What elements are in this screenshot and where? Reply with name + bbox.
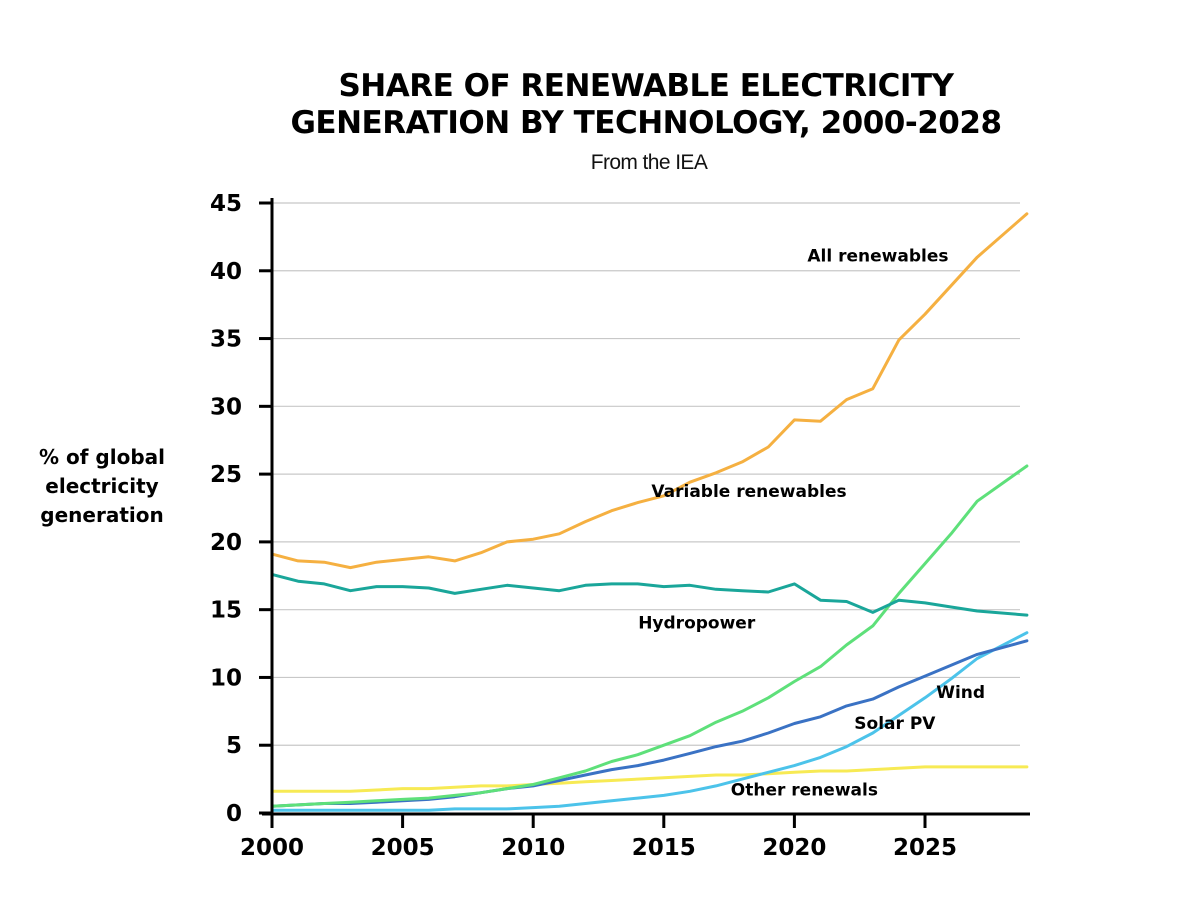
series-labels: All renewables Variable renewables Hydropo… <box>638 246 985 800</box>
y-axis-label-line-1: % of global <box>39 445 165 469</box>
x-tick-label: 2020 <box>762 835 826 861</box>
series-line-other-renewals <box>270 765 1029 793</box>
x-tick-label: 2015 <box>632 835 696 861</box>
series-line-all-renewables <box>270 212 1029 570</box>
y-tick-label: 5 <box>226 733 242 759</box>
y-axis-label: % of global electricity generation <box>28 443 176 530</box>
chart-title-line-2: GENERATION BY TECHNOLOGY, 2000-2028 <box>290 105 1002 141</box>
gridlines <box>272 202 1020 746</box>
y-tick-label: 45 <box>210 191 242 217</box>
y-tick-label: 10 <box>210 665 242 691</box>
series-label-all-renewables: All renewables <box>807 246 948 266</box>
y-tick-label: 0 <box>226 801 242 827</box>
series-line-solar-pv <box>270 631 1029 812</box>
y-axis-label-line-2: electricity <box>45 474 159 498</box>
series-label-variable-renewables: Variable renewables <box>651 482 846 502</box>
x-tick-label: 2000 <box>240 835 304 861</box>
series-label-solar-pv: Solar PV <box>854 714 936 734</box>
series-label-other-renewals: Other renewals <box>731 780 878 800</box>
x-tick-label: 2010 <box>501 835 565 861</box>
series-line-hydropower <box>270 572 1029 617</box>
y-axis-label-line-3: generation <box>40 503 164 527</box>
y-tick-label: 30 <box>210 394 242 420</box>
series-label-hydropower: Hydropower <box>638 614 756 634</box>
y-tick-label: 20 <box>210 530 242 556</box>
chart-title-line-1: SHARE OF RENEWABLE ELECTRICITY <box>338 68 954 104</box>
y-tick-label: 25 <box>210 462 242 488</box>
x-tick-label: 2005 <box>371 835 435 861</box>
series-label-wind: Wind <box>936 683 985 703</box>
y-tick-label: 15 <box>210 598 242 624</box>
y-tick-label: 35 <box>210 327 242 353</box>
series-lines <box>270 212 1029 812</box>
x-tick-label: 2025 <box>893 835 957 861</box>
chart-title: SHARE OF RENEWABLE ELECTRICITY GENERATIO… <box>0 68 1189 142</box>
series-line-variable-renewables <box>270 464 1029 808</box>
y-tick-label: 40 <box>210 259 242 285</box>
chart-subtitle: From the IEA <box>590 151 708 174</box>
